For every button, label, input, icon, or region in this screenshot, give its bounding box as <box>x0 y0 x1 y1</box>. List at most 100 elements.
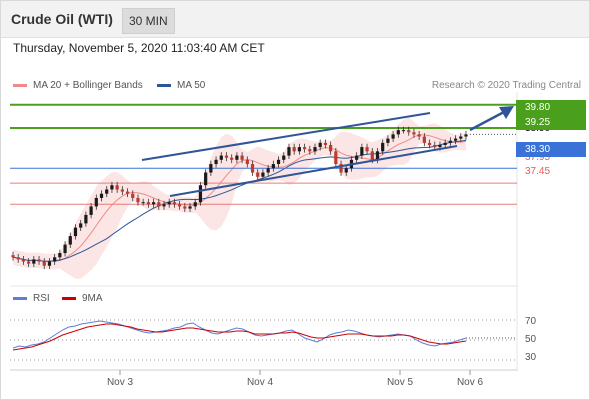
candle-body <box>386 138 390 143</box>
candle-body <box>318 142 322 148</box>
candle-body <box>151 202 156 205</box>
candle-body <box>334 151 338 165</box>
candle-body <box>89 206 93 215</box>
candle-body <box>401 130 406 132</box>
candle-body <box>453 138 458 141</box>
ma50-swatch-icon <box>157 84 171 87</box>
header-bar: Crude Oil (WTI) 30 MIN <box>1 1 589 38</box>
candle-body <box>302 147 307 150</box>
candle-body <box>412 132 416 135</box>
candle-body <box>313 147 317 152</box>
candle-body <box>42 261 46 266</box>
candle-body <box>178 204 182 207</box>
candle-body <box>427 142 432 145</box>
candle-body <box>459 136 463 139</box>
candle-body <box>323 142 328 145</box>
candle-body <box>120 189 124 192</box>
level-label-37-95: 37.95 <box>525 152 551 163</box>
candle-body <box>417 134 421 137</box>
candle-body <box>297 147 301 152</box>
level-tag-39-80: 39.80 <box>516 100 586 115</box>
candle-body <box>84 214 88 224</box>
candle-body <box>188 206 192 209</box>
candle-body <box>53 257 57 262</box>
candle-body <box>198 185 203 203</box>
candle-body <box>157 202 161 207</box>
candle-body <box>287 147 291 156</box>
candle-body <box>219 155 223 160</box>
ma50-line <box>12 139 467 262</box>
candle-body <box>308 149 312 152</box>
candle-body <box>32 259 36 264</box>
candle-body <box>11 255 15 258</box>
candle-body <box>21 259 26 262</box>
level-tag-38-30: 38.30 <box>516 142 586 157</box>
legend-rsi: RSI <box>13 293 50 304</box>
candle-body <box>360 147 364 156</box>
timeframe-button[interactable]: 30 MIN <box>122 8 175 34</box>
candle-body <box>209 164 213 173</box>
candle-body <box>115 185 119 190</box>
legend-ma20-label: MA 20 + Bollinger Bands <box>33 80 143 91</box>
legend-9ma: 9MA <box>62 293 103 304</box>
candle-body <box>422 136 426 143</box>
candle-body <box>240 155 244 160</box>
candle-body <box>27 261 31 264</box>
candle-body <box>329 144 333 152</box>
candle-body <box>105 189 109 194</box>
rsi-tick-70: 70 <box>525 316 537 327</box>
candle-body <box>365 147 369 152</box>
candle-body <box>276 159 281 165</box>
candle-body <box>47 261 52 266</box>
rsi-tick-50: 50 <box>525 334 537 345</box>
timestamp: Thursday, November 5, 2020 11:03:40 AM C… <box>13 41 265 55</box>
candle-body <box>256 172 260 177</box>
x-tick-nov6: Nov 6 <box>456 377 484 388</box>
rsi-line <box>12 320 467 349</box>
candle-body <box>73 227 78 237</box>
candle-body <box>261 172 265 177</box>
candle-body <box>271 164 275 169</box>
candle-body <box>391 134 395 139</box>
candle-body <box>443 142 447 145</box>
candle-body <box>136 197 140 203</box>
candle-body <box>381 142 385 152</box>
ma20-line <box>12 134 467 262</box>
candle-body <box>204 172 208 186</box>
candle-body <box>214 159 218 165</box>
candle-body <box>94 197 98 207</box>
x-tick-nov4: Nov 4 <box>246 377 274 388</box>
candle-body <box>250 164 255 173</box>
candle-body <box>183 206 187 209</box>
channel-upper-line <box>141 112 431 161</box>
candle-body <box>162 204 166 207</box>
candle-body <box>407 130 411 133</box>
channel-lower-line <box>169 145 458 197</box>
candle-body <box>230 157 234 160</box>
credit-text: Research © 2020 Trading Central <box>431 80 581 91</box>
candle-body <box>224 155 229 158</box>
candle-body <box>339 164 343 173</box>
candle-body <box>58 253 62 258</box>
candle-body <box>16 257 20 260</box>
candle-body <box>448 140 452 143</box>
candle-body <box>292 147 296 152</box>
candle-body <box>146 202 150 205</box>
level-tag-39-25: 39.25 <box>516 115 586 130</box>
rsi-swatch-icon <box>13 297 27 300</box>
forecast-arrow-line <box>469 110 505 132</box>
candle-body <box>68 236 72 245</box>
candle-body <box>245 159 249 165</box>
legend-ma50-label: MA 50 <box>177 80 206 91</box>
legend-ma20: MA 20 + Bollinger Bands <box>13 80 143 91</box>
candle-body <box>63 244 67 254</box>
x-tick-nov5: Nov 5 <box>386 377 414 388</box>
bollinger-band-fill <box>13 117 466 279</box>
candle-body <box>167 202 171 205</box>
forecast-arrow-icon <box>499 106 514 119</box>
candle-body <box>355 155 359 160</box>
candle-body <box>79 223 83 228</box>
candle-body <box>370 151 374 160</box>
candle-body <box>37 259 41 262</box>
